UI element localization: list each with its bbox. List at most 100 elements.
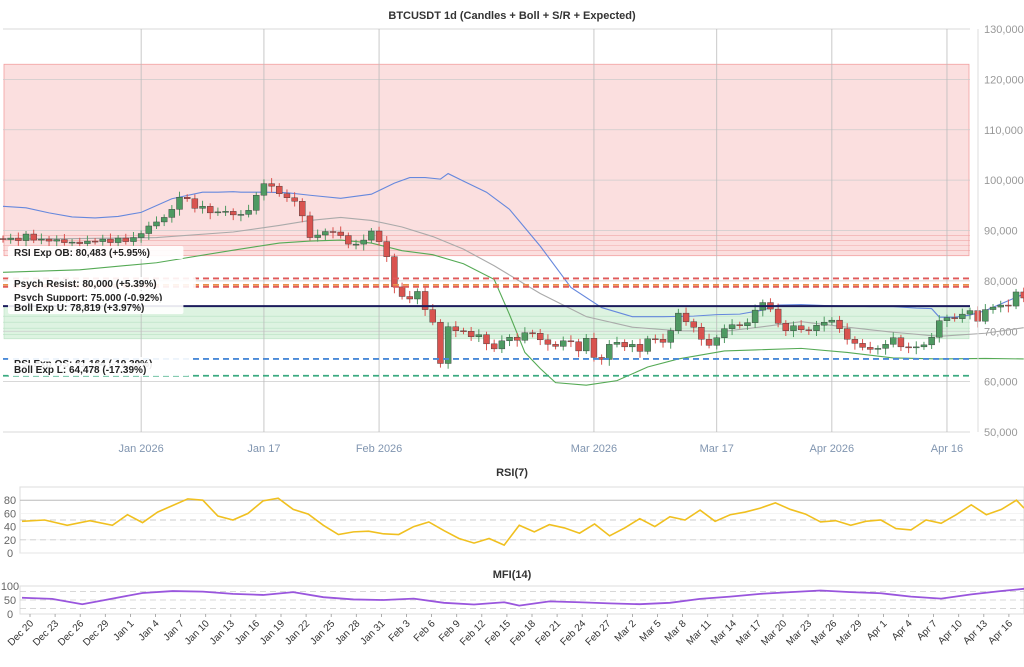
mfi-x-tick-label: Apr 4 bbox=[890, 618, 915, 643]
candle-body bbox=[989, 306, 997, 310]
x-tick-label: Mar 2026 bbox=[571, 443, 617, 455]
candle-body bbox=[583, 338, 590, 352]
candle-body bbox=[414, 291, 421, 300]
candle-body bbox=[329, 231, 337, 233]
candle-body bbox=[76, 241, 83, 244]
candle-body bbox=[368, 230, 375, 241]
mfi-x-tick-label: Dec 23 bbox=[31, 618, 61, 648]
candle-body bbox=[613, 342, 621, 345]
candle-body bbox=[61, 239, 68, 243]
x-tick-label: Jan 17 bbox=[247, 443, 280, 455]
level-label-bg bbox=[8, 277, 196, 290]
candle-body bbox=[0, 238, 7, 240]
candle-body bbox=[207, 206, 214, 214]
candle-body bbox=[237, 214, 245, 216]
candle-body bbox=[820, 321, 828, 326]
mfi-y-tick: 50 bbox=[4, 595, 16, 607]
candle-body bbox=[291, 197, 298, 202]
candle-body bbox=[360, 239, 367, 245]
candle-body bbox=[253, 195, 260, 211]
candle-body bbox=[997, 304, 1004, 308]
candle-body bbox=[813, 325, 820, 331]
candle-body bbox=[1012, 291, 1020, 307]
candle-body bbox=[45, 238, 53, 242]
candle-body bbox=[391, 256, 398, 288]
candle-body bbox=[145, 225, 153, 234]
candle-body bbox=[421, 291, 429, 310]
rsi-y-tick: 0 bbox=[7, 548, 13, 560]
candle-body bbox=[560, 340, 567, 347]
candle-body bbox=[122, 237, 129, 242]
y-tick-label: 110,000 bbox=[984, 125, 1023, 137]
mfi-x-tick-label: Jan 16 bbox=[233, 618, 262, 647]
mfi-x-tick-label: Mar 20 bbox=[759, 618, 789, 648]
mfi-x-tick-label: Jan 25 bbox=[308, 618, 337, 647]
candle-body bbox=[506, 337, 513, 342]
candle-body bbox=[575, 341, 582, 352]
candle-body bbox=[15, 237, 22, 241]
candle-body bbox=[667, 330, 674, 343]
candle-body bbox=[675, 312, 682, 331]
candle-body bbox=[30, 233, 37, 241]
candle-body bbox=[176, 197, 183, 210]
candle-body bbox=[836, 319, 843, 329]
candle-body bbox=[959, 313, 966, 319]
mfi-x-tick-label: Mar 17 bbox=[734, 618, 764, 648]
candle-body bbox=[437, 321, 444, 364]
candle-body bbox=[966, 310, 974, 315]
candle-body bbox=[652, 338, 659, 341]
candle-body bbox=[245, 210, 252, 215]
candle-body bbox=[736, 324, 743, 326]
candle-body bbox=[874, 348, 882, 350]
candle-body bbox=[606, 344, 613, 360]
x-tick-label: Apr 16 bbox=[931, 443, 963, 455]
candle-body bbox=[183, 197, 191, 199]
candle-body bbox=[498, 340, 506, 350]
y-tick-label: 70,000 bbox=[984, 326, 1018, 338]
candle-body bbox=[890, 337, 897, 345]
mfi-x-tick-label: Mar 23 bbox=[784, 618, 814, 648]
candle-body bbox=[306, 215, 314, 238]
candle-body bbox=[698, 327, 705, 340]
candle-body bbox=[851, 339, 859, 344]
mfi-x-tick-label: Apr 1 bbox=[865, 618, 890, 643]
candle-body bbox=[337, 231, 344, 236]
mfi-x-tick-label: Jan 28 bbox=[333, 618, 362, 647]
candle-body bbox=[659, 339, 667, 343]
candle-body bbox=[951, 317, 958, 319]
mfi-x-tick-label: Mar 11 bbox=[685, 618, 715, 648]
candle-body bbox=[214, 211, 222, 214]
mfi-x-tick-label: Feb 24 bbox=[559, 618, 589, 648]
candle-body bbox=[537, 333, 544, 341]
candle-body bbox=[429, 309, 436, 323]
level-label: RSI Exp OB: 80,483 (+5.95%) bbox=[14, 248, 150, 259]
rsi-line bbox=[21, 497, 1024, 547]
rsi-y-tick: 20 bbox=[4, 535, 16, 547]
y-tick-label: 60,000 bbox=[984, 377, 1018, 389]
mfi-x-tick-label: Dec 26 bbox=[56, 618, 86, 648]
candle-body bbox=[690, 321, 697, 328]
overbought-zone bbox=[3, 63, 970, 257]
bollinger-boll-lower bbox=[2, 239, 1024, 386]
candle-body bbox=[882, 344, 889, 349]
candle-body bbox=[452, 326, 460, 331]
mfi-y-tick: 100 bbox=[1, 581, 19, 593]
mfi-x-tick-label: Mar 5 bbox=[638, 618, 664, 644]
candle-body bbox=[567, 340, 575, 343]
price-chart-title: BTCUSDT 1d (Candles + Boll + S/R + Expec… bbox=[388, 10, 636, 22]
candle-body bbox=[790, 325, 797, 331]
candle-body bbox=[913, 346, 920, 349]
candle-body bbox=[928, 337, 935, 346]
mfi-x-tick-label: Feb 18 bbox=[508, 618, 538, 648]
candle-body bbox=[797, 325, 805, 330]
candle-body bbox=[268, 183, 275, 187]
candle-body bbox=[191, 198, 199, 209]
mfi-x-tick-label: Feb 27 bbox=[584, 618, 614, 648]
level-label-bg bbox=[8, 246, 184, 259]
candle-body bbox=[544, 339, 552, 345]
candle-body bbox=[260, 183, 268, 196]
mfi-x-tick-label: Mar 14 bbox=[709, 618, 739, 648]
candle-body bbox=[475, 334, 483, 337]
candle-body bbox=[859, 343, 866, 348]
